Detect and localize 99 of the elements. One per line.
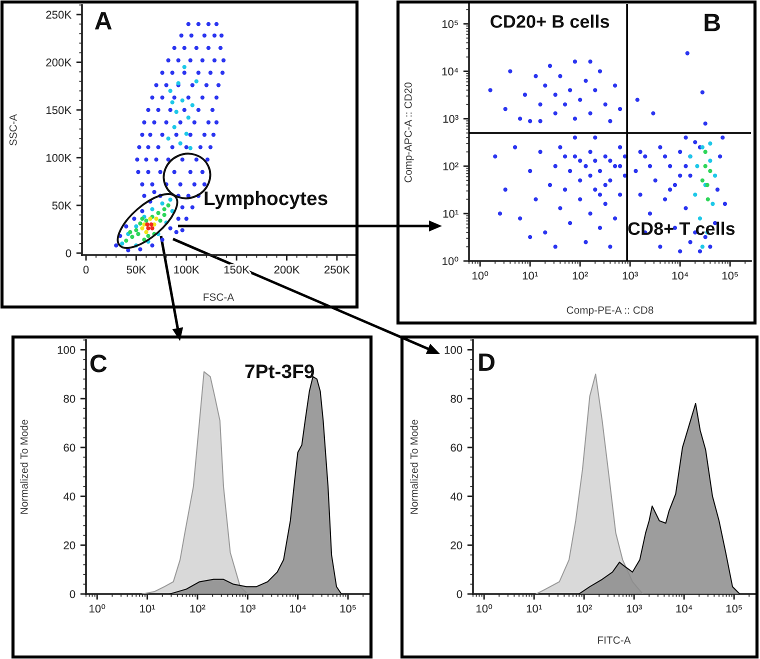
y-tick-label: 0 [70,590,76,598]
y-tick-label: 100 [58,346,76,354]
x-tick-label: 10² [572,272,588,280]
annotation: 7Pt-3F9 [245,364,314,378]
point [180,98,184,103]
x-tick-label: 10² [576,604,592,613]
y-axis-title: Normalized To Mode [410,420,418,514]
point [130,234,134,239]
x-axis-title: Comp-PE-A :: CD8 [566,306,654,316]
annotation: Lymphocytes [204,190,328,210]
point [154,216,158,221]
point [138,221,142,226]
point [156,210,160,216]
y-tick-label: 10³ [443,114,458,123]
point [146,226,150,230]
point [144,230,148,234]
annotation: CD8+ T cells [628,222,735,236]
chart-title: B [704,14,720,32]
point [136,232,140,236]
x-tick-label: 10⁴ [672,272,688,280]
point [168,198,172,202]
y-tick-label: 200K [46,58,72,66]
point [184,132,188,136]
x-tick-label: 10⁵ [726,604,742,613]
y-tick-label: 250K [46,10,72,19]
x-tick-label: 10⁰ [472,271,488,280]
y-tick-label: 50K [52,202,72,210]
x-tick-label: 10³ [240,604,256,613]
point [170,100,174,104]
chart-title: C [90,354,107,372]
annotation: CD20+ B cells [490,14,610,28]
point [166,203,170,208]
x-tick-label: 250K [324,266,350,274]
x-tick-label: 100K [174,266,200,274]
x-tick-label: 10⁵ [722,272,738,280]
y-tick-label: 10² [443,162,458,170]
y-tick-label: 100 [444,346,462,354]
y-tick-label: 40 [450,492,462,500]
x-tick-label: 0 [83,266,89,274]
x-tick-label: 10³ [622,272,638,280]
y-tick-label: 100K [46,154,72,162]
point [149,222,154,227]
x-tick-label: 10⁴ [676,604,692,613]
point [162,212,166,218]
point [150,207,154,212]
y-axis-title: Normalized To Mode [20,420,28,514]
y-tick-label: 10⁰ [442,256,458,266]
y-tick-label: 0 [456,590,462,598]
y-tick-label: 20 [450,541,462,550]
x-tick-label: 200K [274,266,300,274]
x-tick-label: 10⁴ [290,604,306,613]
y-tick-label: 10⁴ [442,68,458,76]
y-tick-label: 20 [64,541,76,550]
point [124,238,128,243]
x-axis-title: FITC-A [598,636,631,644]
y-tick-label: 10¹ [443,210,458,218]
y-tick-label: 40 [63,492,76,500]
x-tick-label: 10¹ [140,604,156,613]
point [190,103,194,108]
point [166,136,170,141]
x-tick-label: 50K [126,266,146,274]
chart-title: A [94,12,112,30]
x-tick-label: 10⁰ [476,604,492,613]
point [178,141,182,146]
y-tick-label: 60 [64,444,76,452]
point [168,88,172,93]
y-axis-title: SSC-A [9,114,17,146]
point [188,146,192,150]
x-tick-label: 10¹ [522,272,538,280]
point [182,64,186,70]
y-tick-label: 80 [64,394,76,403]
point [140,226,144,230]
y-tick-label: 80 [450,394,462,403]
point [145,222,150,227]
x-tick-label: 10² [190,604,206,613]
x-tick-label: 10⁵ [340,604,356,613]
point [146,234,150,238]
x-tick-label: 10³ [626,604,642,613]
point [186,116,190,120]
point [162,207,166,212]
point [194,79,199,84]
y-tick-label: 60 [450,444,462,452]
point [172,125,176,130]
x-tick-label: 10¹ [526,604,542,613]
point [134,228,138,232]
x-axis-title: FSC-A [204,293,234,301]
point [174,110,178,114]
point [160,201,164,206]
y-tick-label: 10⁵ [442,20,458,28]
point [144,218,148,223]
chart-title: D [479,354,495,371]
point [150,226,154,230]
point [134,224,138,228]
y-tick-label: 150K [46,106,72,114]
y-tick-label: 0 [66,249,72,258]
y-axis-title: Comp-APC-A :: CD20 [404,82,414,182]
point [158,218,162,223]
x-tick-label: 10⁰ [90,604,106,613]
point [120,241,124,246]
